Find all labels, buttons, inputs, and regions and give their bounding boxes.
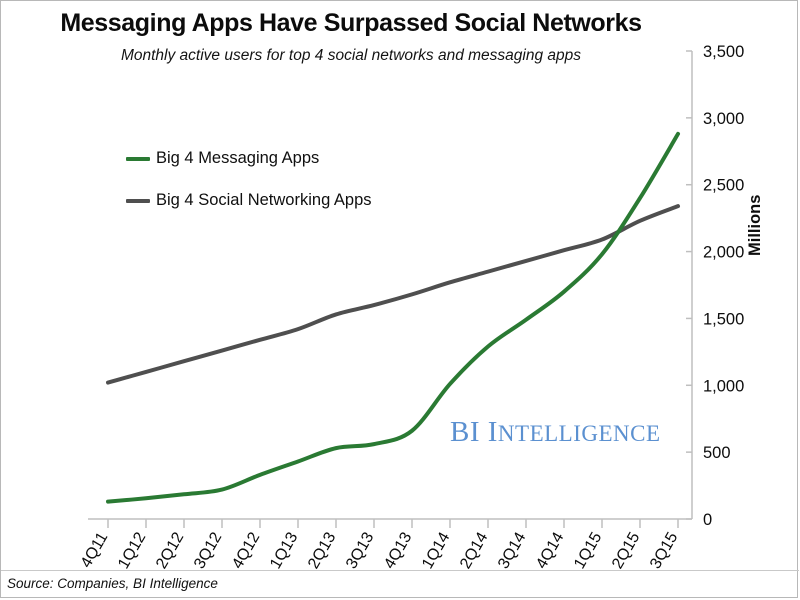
- legend-label-social: Big 4 Social Networking Apps: [156, 191, 372, 209]
- y-axis-title: Millions: [746, 194, 764, 256]
- x-tick-label: 1Q12: [115, 529, 149, 571]
- x-tick-label: 1Q14: [419, 529, 453, 571]
- source-note: Source: Companies, BI Intelligence: [7, 576, 218, 591]
- x-axis: 4Q11 1Q12 2Q12 3Q12 4Q12 1Q13 2Q13 3Q13 4Q13 1Q14…: [78, 518, 692, 572]
- x-tick-label: 3Q15: [647, 529, 681, 571]
- y-tick-label: 2,500: [703, 177, 744, 195]
- chart-subtitle: Monthly active users for top 4 social ne…: [120, 47, 582, 64]
- watermark-word-first: I: [487, 416, 498, 448]
- x-tick-label: 4Q11: [78, 529, 112, 570]
- y-axis: 0 500 1,000 1,500 2,000 2,500 3,000 3,500: [686, 43, 744, 529]
- y-tick-label: 1,500: [703, 310, 744, 328]
- x-tick-label: 2Q15: [609, 529, 643, 571]
- x-tick-label: 1Q15: [571, 529, 605, 571]
- series-line[interactable]: [106, 131, 680, 504]
- x-tick-label: 3Q13: [343, 529, 377, 571]
- y-tick-label: 1,000: [703, 377, 744, 395]
- legend-swatch-social: [126, 198, 150, 203]
- y-tick-label: 3,000: [703, 110, 744, 128]
- x-tick-label: 4Q13: [381, 529, 415, 571]
- y-tick-label: 2,000: [703, 244, 744, 262]
- chart-title: Messaging Apps Have Surpassed Social Net…: [60, 9, 642, 37]
- data-series: [106, 131, 680, 504]
- x-tick-label: 3Q12: [191, 529, 225, 571]
- source-divider: [1, 570, 799, 571]
- x-tick-label: 4Q12: [229, 529, 263, 571]
- legend-item-social[interactable]: Big 4 Social Networking Apps: [126, 191, 372, 210]
- x-tick-label: 4Q14: [533, 529, 567, 571]
- bi-intelligence-watermark: BI INTELLIGENCE: [450, 416, 661, 449]
- legend-item-messaging[interactable]: Big 4 Messaging Apps: [126, 149, 319, 168]
- watermark-prefix: BI: [450, 416, 480, 448]
- x-tick-label: 1Q13: [267, 529, 301, 571]
- y-tick-label: 0: [703, 511, 712, 529]
- x-tick-label: 2Q14: [457, 529, 491, 571]
- x-tick-label: 2Q13: [305, 529, 339, 571]
- x-tick-label: 3Q14: [495, 529, 529, 571]
- legend-label-messaging: Big 4 Messaging Apps: [156, 149, 320, 167]
- legend-swatch-messaging: [126, 156, 150, 161]
- watermark-word-rest: NTELLIGENCE: [497, 421, 661, 446]
- y-tick-label: 500: [703, 444, 731, 462]
- x-tick-label: 2Q12: [153, 529, 187, 571]
- series-line[interactable]: [106, 204, 680, 385]
- y-tick-label: 3,500: [703, 43, 744, 61]
